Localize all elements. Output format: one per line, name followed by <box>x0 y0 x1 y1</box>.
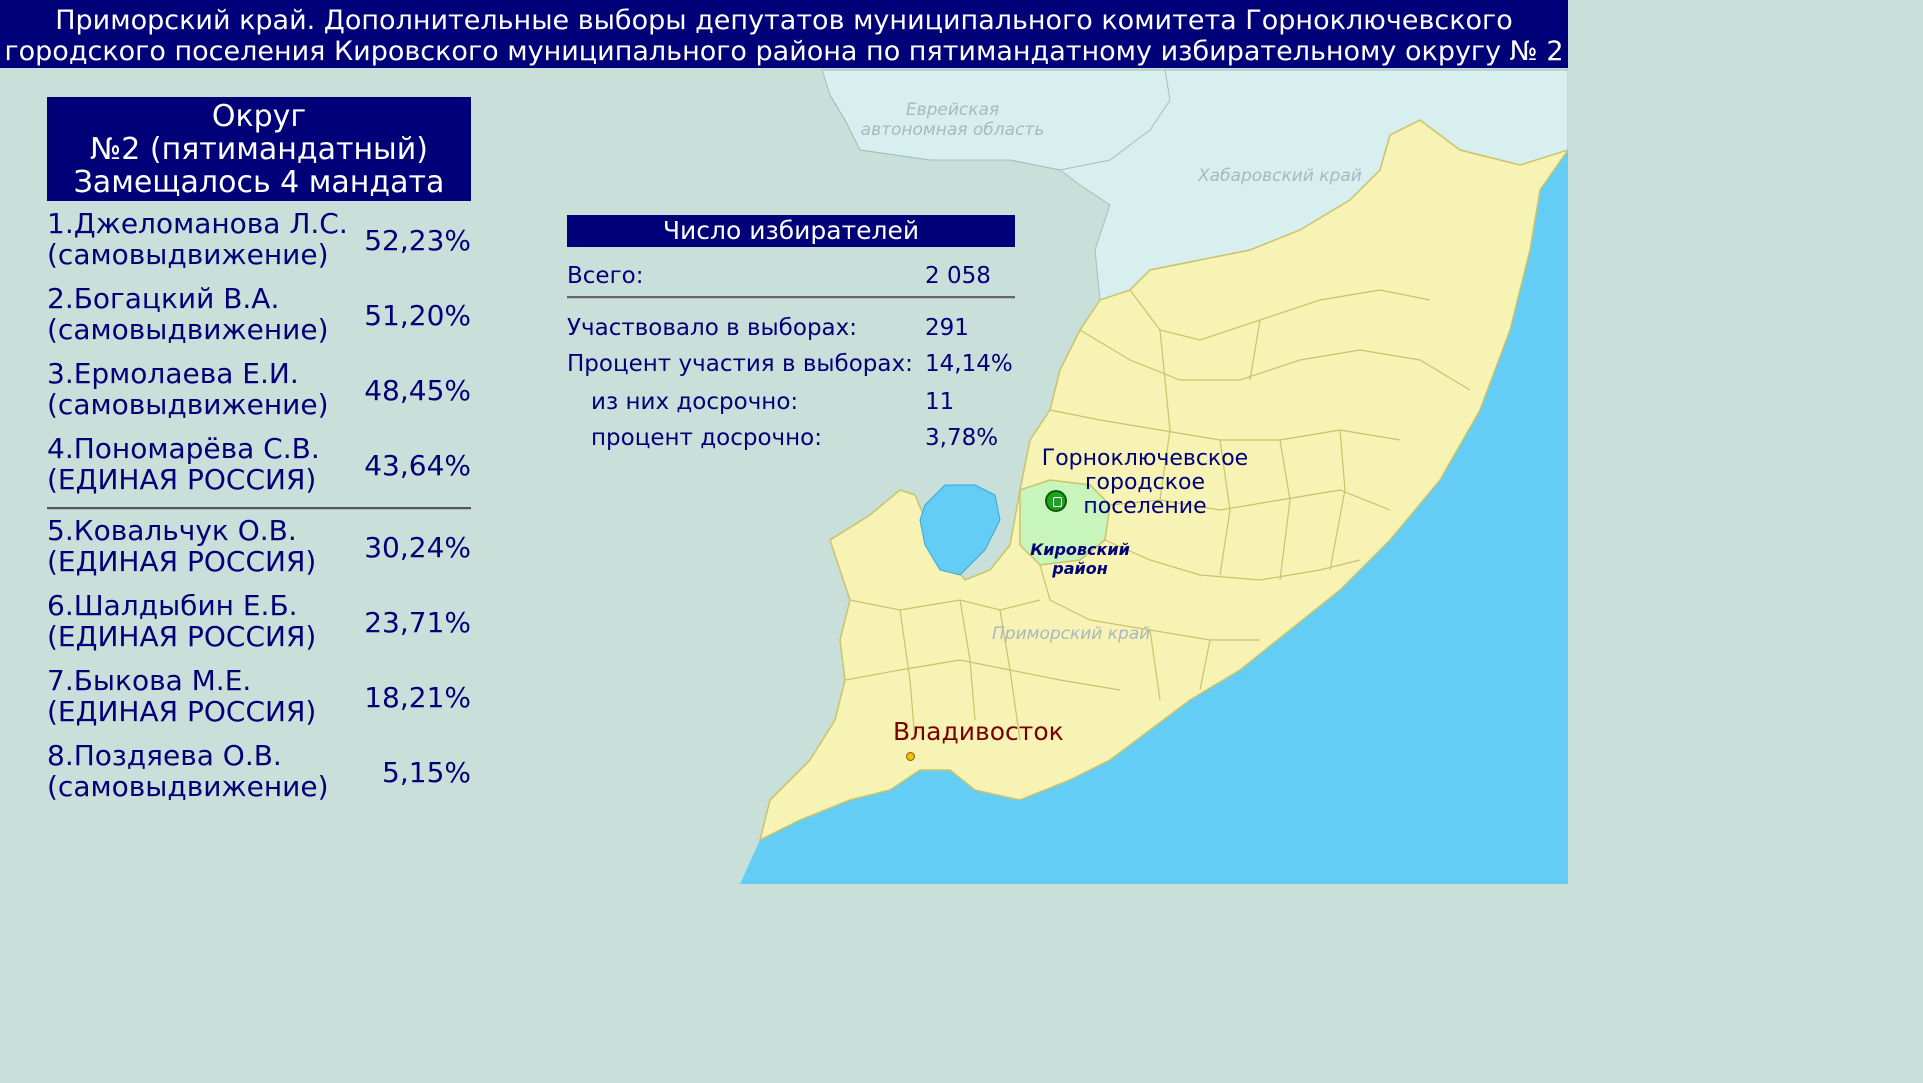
candidate-percent: 43,64% <box>364 449 471 482</box>
label-primorsky: Приморский край <box>992 624 1151 644</box>
candidate-party: (ЕДИНАЯ РОССИЯ) <box>47 620 317 653</box>
candidate-party: (самовыдвижение) <box>47 770 329 803</box>
candidate-name: 2.Богацкий В.А. <box>47 282 280 315</box>
candidate-name: 8.Поздяева О.В. <box>47 739 282 772</box>
sea <box>740 150 1568 884</box>
candidate-percent: 5,15% <box>382 756 471 789</box>
candidate-row: 4.Пономарёва С.В. (ЕДИНАЯ РОССИЯ) 43,64% <box>47 433 471 499</box>
settlement-marker-icon <box>1045 490 1067 512</box>
candidate-party: (ЕДИНАЯ РОССИЯ) <box>47 463 317 496</box>
region-border-jewish-ao <box>829 69 1171 171</box>
candidate-name: 5.Ковальчук О.В. <box>47 514 297 547</box>
participated-row: Участвовало в выборах: 291 <box>567 313 1015 343</box>
candidate-row: 6.Шалдыбин Е.Б. (ЕДИНАЯ РОССИЯ) 23,71% <box>47 590 471 656</box>
voters-total-row: Всего: 2 058 <box>567 261 1015 291</box>
early-percent-row: процент досрочно: 3,78% <box>567 423 1015 453</box>
title-bar: Приморский край. Дополнительные выборы д… <box>0 0 1568 68</box>
candidate-percent: 30,24% <box>364 531 471 564</box>
district-borders <box>844 289 1471 741</box>
turnout-row: Процент участия в выборах: 14,14% <box>567 349 1015 379</box>
participated-label: Участвовало в выборах: <box>567 315 857 341</box>
candidate-party: (самовыдвижение) <box>47 388 329 421</box>
candidate-row: 2.Богацкий В.А. (самовыдвижение) 51,20% <box>47 283 471 349</box>
okrug-line-1: Округ <box>211 99 307 134</box>
candidate-percent: 48,45% <box>364 374 471 407</box>
participated-value: 291 <box>925 315 969 341</box>
early-percent-label: процент досрочно: <box>591 425 822 451</box>
early-value: 11 <box>925 389 955 415</box>
label-gornoklyuchevskoe: Горноключевское городское поселение <box>1041 446 1249 519</box>
candidate-party: (ЕДИНАЯ РОССИЯ) <box>47 545 317 578</box>
candidate-row: 1.Джеломанова Л.С. (самовыдвижение) 52,2… <box>47 208 471 274</box>
candidate-percent: 18,21% <box>364 681 471 714</box>
label-jewish-ao: Еврейская автономная область <box>860 100 1045 140</box>
candidate-row: 8.Поздяева О.В. (самовыдвижение) 5,15% <box>47 740 471 806</box>
okrug-line-2: №2 (пятимандатный) <box>90 132 428 167</box>
candidate-name: 4.Пономарёва С.В. <box>47 432 320 465</box>
candidate-percent: 51,20% <box>364 299 471 332</box>
early-row: из них досрочно: 11 <box>567 387 1015 417</box>
early-label: из них досрочно: <box>591 389 799 415</box>
candidate-name: 3.Ермолаева Е.И. <box>47 357 299 390</box>
candidate-party: (ЕДИНАЯ РОССИЯ) <box>47 695 317 728</box>
title-line-2: городского поселения Кировского муниципа… <box>4 36 1564 67</box>
turnout-value: 14,14% <box>925 351 1013 377</box>
voters-total-value: 2 058 <box>925 263 991 289</box>
city-marker-icon <box>906 752 915 761</box>
voters-divider <box>567 296 1015 299</box>
candidate-percent: 52,23% <box>364 224 471 257</box>
voters-header: Число избирателей <box>567 215 1015 247</box>
elected-divider <box>47 507 471 510</box>
title-line-1: Приморский край. Дополнительные выборы д… <box>55 5 1513 36</box>
candidate-name: 7.Быкова М.Е. <box>47 664 252 697</box>
label-khabarovsk: Хабаровский край <box>1198 166 1362 186</box>
okrug-line-3: Замещалось 4 мандата <box>73 165 445 200</box>
candidate-row: 7.Быкова М.Е. (ЕДИНАЯ РОССИЯ) 18,21% <box>47 665 471 731</box>
voters-total-label: Всего: <box>567 263 644 289</box>
candidate-percent: 23,71% <box>364 606 471 639</box>
label-vladivostok: Владивосток <box>893 717 1064 746</box>
candidate-row: 3.Ермолаева Е.И. (самовыдвижение) 48,45% <box>47 358 471 424</box>
candidate-name: 1.Джеломанова Л.С. <box>47 207 348 240</box>
candidate-party: (самовыдвижение) <box>47 238 329 271</box>
early-percent-value: 3,78% <box>925 425 999 451</box>
candidate-party: (самовыдвижение) <box>47 313 329 346</box>
turnout-label: Процент участия в выборах: <box>567 351 913 377</box>
label-kirovsky: Кировский район <box>1030 540 1130 578</box>
candidate-name: 6.Шалдыбин Е.Б. <box>47 589 298 622</box>
map <box>740 69 1568 884</box>
candidate-row: 5.Ковальчук О.В. (ЕДИНАЯ РОССИЯ) 30,24% <box>47 515 471 581</box>
lake-khanka <box>919 484 1001 576</box>
okrug-header: Округ №2 (пятимандатный) Замещалось 4 ма… <box>47 97 471 201</box>
